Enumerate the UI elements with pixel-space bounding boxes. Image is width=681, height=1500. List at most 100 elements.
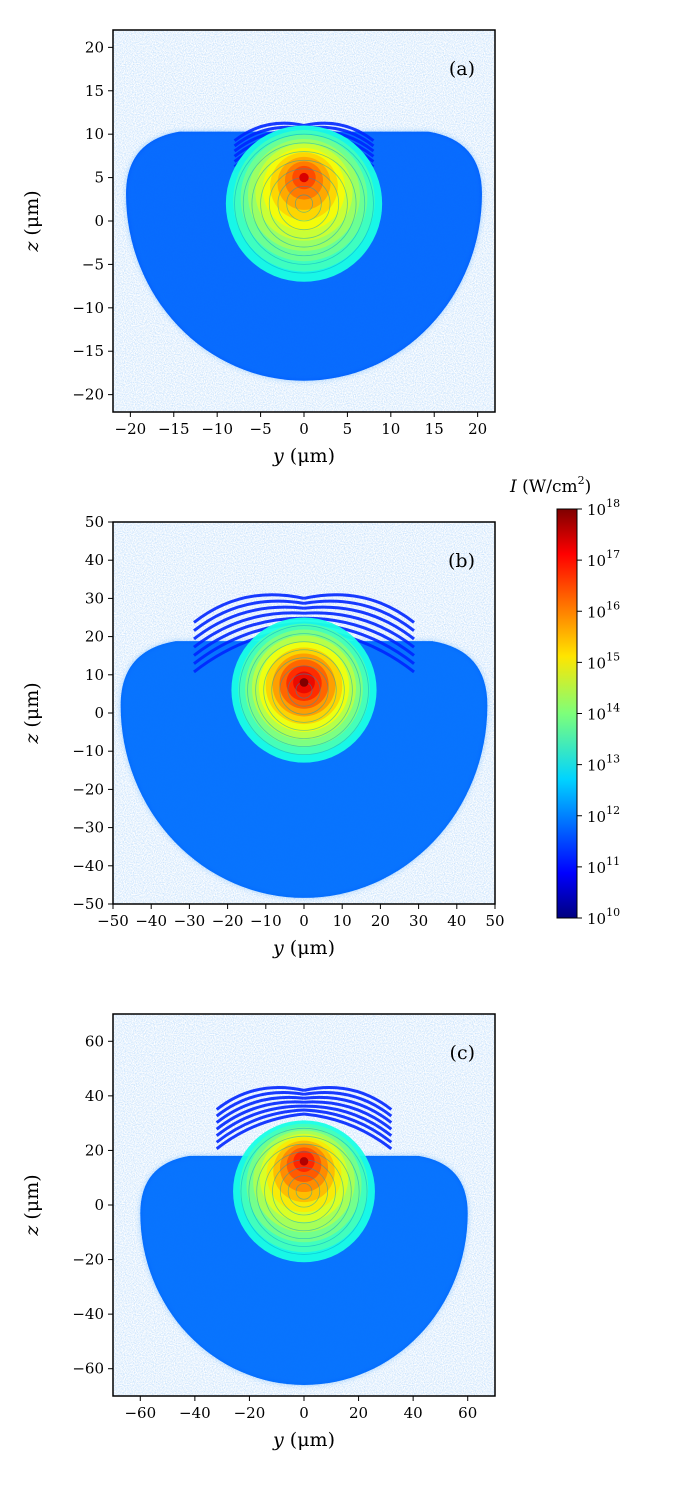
x-tick-label: −20 (212, 912, 244, 930)
fringe-ring (263, 649, 345, 731)
fan-stripe-right (303, 1108, 393, 1144)
heatmap-area (113, 1014, 495, 1396)
fan-stripe-right (303, 1112, 393, 1150)
x-tick-label: −60 (124, 1404, 156, 1422)
x-tick-label: −40 (179, 1404, 211, 1422)
fringe-ring (260, 159, 348, 248)
fringe-ring (248, 1135, 360, 1247)
x-tick-label: 20 (349, 1404, 368, 1422)
y-axis-label: z (μm) (21, 682, 43, 744)
x-tick-label: −5 (250, 420, 272, 438)
peak-hotspot (299, 678, 309, 687)
fringe-ring (268, 168, 340, 239)
fan-stripe-right (303, 605, 415, 641)
fan-stripe-left (215, 1104, 305, 1137)
y-tick-label: −40 (72, 857, 104, 875)
fringe-ring (234, 133, 374, 274)
fan-stripe-right (303, 599, 415, 632)
fan-stripe-left (193, 605, 305, 641)
y-tick-label: −10 (72, 742, 104, 760)
x-tick-label: 0 (299, 420, 309, 438)
fan-stripe-right (303, 1095, 393, 1124)
peak-hotspot (299, 1157, 309, 1166)
fringe-ring (286, 185, 322, 222)
y-tick-label: 10 (85, 125, 104, 143)
y-tick-label: 40 (85, 551, 104, 569)
panel-b: −50 −40 −30 −20 −10 0 10 20 30 40 50 −50 −40 −30 −20 −1… (21, 513, 505, 959)
fringe-ring (279, 1167, 329, 1216)
fan-stripe-right (303, 593, 415, 624)
fringe-ring (256, 1143, 352, 1240)
fan-stripe-right (303, 616, 415, 657)
y-tick-label: −15 (72, 342, 104, 360)
x-tick-label: 50 (485, 912, 504, 930)
fringe-ring (279, 665, 329, 715)
fringe-ring (239, 625, 369, 755)
colorbar-title: I (W/cm2) (509, 474, 591, 497)
fan-stripe-left (233, 121, 305, 142)
y-tick-label: 20 (85, 628, 104, 646)
y-tick-label: 30 (85, 589, 104, 607)
x-tick-label: 20 (468, 420, 487, 438)
fan-stripe-right (303, 1086, 393, 1111)
fan-stripe-left (215, 1108, 305, 1144)
x-tick-label: −30 (174, 912, 206, 930)
colorbar-tick-label: 1017 (587, 548, 620, 570)
colorbar-tick-label: 1010 (587, 906, 620, 928)
fan-stripe-right (303, 1091, 393, 1118)
fringe-ring (251, 151, 357, 257)
heatmap-area (113, 522, 495, 904)
y-tick-label: −5 (82, 255, 104, 273)
y-tick-label: −40 (72, 1305, 104, 1323)
y-tick-label: 5 (94, 169, 104, 187)
x-tick-label: 40 (447, 912, 466, 930)
fringe-ring (294, 194, 314, 213)
x-tick-label: 5 (343, 420, 353, 438)
y-tick-label: 20 (85, 38, 104, 56)
fan-stripe-right (303, 611, 415, 649)
fringe-ring (271, 657, 337, 723)
peak-hotspot (299, 172, 309, 183)
colorbar: I (W/cm2) 1010 1011 1012 1013 1014 1015 1016 10… (509, 474, 620, 928)
x-tick-label: 0 (299, 1404, 309, 1422)
fan-stripe-right (303, 1100, 393, 1131)
x-tick-label: 15 (425, 420, 444, 438)
y-tick-label: 50 (85, 513, 104, 531)
fan-stripe-left (215, 1100, 305, 1131)
x-axis-label: y (μm) (272, 937, 335, 959)
y-tick-label: 0 (94, 212, 104, 230)
y-tick-label: −10 (72, 299, 104, 317)
x-tick-label: −50 (97, 912, 129, 930)
fan-stripe-left (193, 599, 305, 632)
x-tick-label: 10 (333, 912, 352, 930)
fan-stripe-right (303, 1104, 393, 1137)
fringe-ring (295, 1183, 313, 1200)
panel-a: −20 −15 −10 −5 0 5 10 15 20 −20 −15 −10 −5 0 5 10 15 20 y … (21, 29, 496, 467)
colorbar-tick-label: 1012 (587, 804, 620, 826)
panel-label: (b) (448, 550, 475, 572)
y-tick-label: 10 (85, 666, 104, 684)
x-tick-label: 0 (299, 912, 309, 930)
fringe-ring (287, 1175, 321, 1208)
y-tick-label: −20 (72, 1251, 104, 1269)
x-tick-label: −10 (250, 912, 282, 930)
y-tick-label: −50 (72, 895, 104, 913)
fan-stripe-right (303, 121, 375, 142)
y-tick-label: −60 (72, 1360, 104, 1378)
fan-stripe-left (193, 611, 305, 649)
colorbar-tick-label: 1016 (587, 599, 620, 621)
y-tick-label: 20 (85, 1141, 104, 1159)
y-tick-label: 0 (94, 1196, 104, 1214)
fan-stripe-left (193, 593, 305, 624)
y-tick-label: 60 (85, 1032, 104, 1050)
fringe-ring (287, 673, 321, 707)
panel-label: (a) (449, 58, 475, 80)
y-tick-label: 0 (94, 704, 104, 722)
colorbar-tick-label: 1013 (587, 753, 620, 775)
y-tick-label: −30 (72, 819, 104, 837)
fringe-ring (247, 633, 361, 747)
y-axis-label: z (μm) (21, 1174, 43, 1236)
fan-stripe-left (215, 1086, 305, 1111)
x-tick-label: −20 (115, 420, 147, 438)
